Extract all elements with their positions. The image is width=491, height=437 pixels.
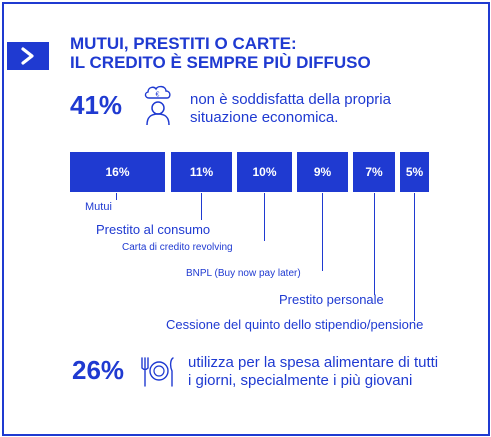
bar-value: 11%: [189, 165, 214, 179]
stat2-text-line-1: utilizza per la spesa alimentare di tutt…: [188, 354, 439, 371]
title-line-2: IL CREDITO È SEMPRE PIÙ DIFFUSO: [70, 53, 371, 72]
page-title: MUTUI, PRESTITI O CARTE: IL CREDITO È SE…: [70, 34, 371, 72]
chevron-right-icon: [21, 47, 34, 65]
leader-line-mutui: [116, 193, 117, 200]
stat1-text-line-2: situazione economica.: [190, 109, 339, 126]
plate-cutlery-icon: [141, 357, 174, 387]
bar-value: 7%: [365, 165, 383, 179]
bar-bnpl: 9%: [297, 152, 348, 192]
stat2-description: utilizza per la spesa alimentare di tutt…: [188, 354, 438, 390]
bar-carta-revolving: 10%: [237, 152, 292, 192]
bar-value: 10%: [252, 165, 277, 179]
title-line-1: MUTUI, PRESTITI O CARTE:: [70, 34, 297, 53]
worried-person-euro-icon: €: [144, 85, 171, 126]
leader-line-carta-revolving: [264, 193, 265, 241]
leader-line-prestito-consumo: [201, 193, 202, 220]
bar-cessione-quinto: 5%: [400, 152, 429, 192]
bar-value: 9%: [313, 165, 332, 179]
leader-line-bnpl: [322, 193, 323, 271]
stat1-description: non è soddisfatta della propria situazio…: [190, 91, 391, 127]
label-carta-revolving: Carta di credito revolving: [122, 242, 233, 253]
stat1-text-line-1: non è soddisfatta della propria: [190, 91, 391, 108]
label-prestito-consumo: Prestito al consumo: [96, 222, 211, 237]
stat-percentage-food-spending: 26%: [72, 355, 125, 385]
label-bnpl: BNPL (Buy now pay later): [186, 268, 301, 279]
svg-text:€: €: [156, 92, 160, 99]
bar-mutui: 16%: [70, 152, 165, 192]
label-prestito-personale: Prestito personale: [279, 292, 384, 307]
leader-line-cessione-quinto: [414, 193, 415, 321]
label-cessione-quinto: Cessione del quinto dello stipendio/pens…: [166, 317, 424, 332]
bar-value: 5%: [405, 165, 424, 179]
bar-prestito-personale: 7%: [353, 152, 395, 192]
stat-percentage-dissatisfied: 41%: [70, 90, 123, 120]
bar-prestito-consumo: 11%: [171, 152, 232, 192]
label-mutui: Mutui: [85, 201, 112, 213]
stat2-text-line-2: i giorni, specialmente i più giovani: [188, 372, 413, 389]
bar-value: 16%: [105, 165, 130, 179]
leader-line-prestito-personale: [374, 193, 375, 295]
section-marker: [7, 42, 49, 70]
